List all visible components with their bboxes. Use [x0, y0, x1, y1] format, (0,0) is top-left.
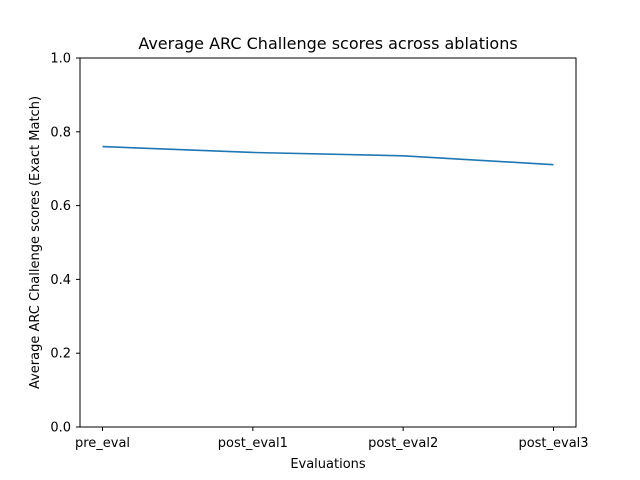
x-tick-label: pre_eval: [75, 436, 130, 451]
x-tick-label: post_eval3: [518, 436, 588, 451]
y-tick-label: 0.8: [50, 125, 71, 140]
series-line: [102, 145, 554, 166]
y-tick-label: 0.4: [50, 273, 71, 288]
y-tick-label: 0.6: [50, 199, 71, 214]
y-tick-label: 0.2: [50, 347, 71, 362]
y-tick-label: 0.0: [50, 421, 71, 436]
y-axis: 0.0 0.2 0.4 0.6 0.8 1.0: [50, 52, 80, 436]
x-axis: pre_eval post_eval1 post_eval2 post_eval3: [75, 427, 589, 451]
y-tick-label: 1.0: [50, 52, 71, 67]
series-group: [102, 145, 554, 166]
x-tick-label: post_eval2: [368, 436, 438, 451]
chart-title: Average ARC Challenge scores across abla…: [138, 34, 517, 53]
plot-area: [79, 57, 577, 428]
x-tick-label: post_eval1: [218, 436, 288, 451]
y-axis-label: Average ARC Challenge scores (Exact Matc…: [28, 96, 43, 389]
x-axis-label: Evaluations: [290, 457, 366, 472]
